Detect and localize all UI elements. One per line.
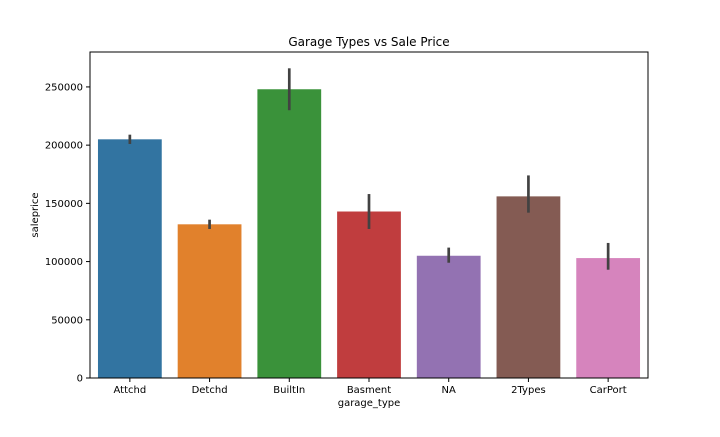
bar-attchd [97, 139, 162, 378]
x-tick-label-2types: 2Types [511, 385, 546, 396]
x-tick-label-basment: Basment [347, 385, 391, 396]
bar-na [416, 255, 481, 378]
y-tick-label: 250000 [45, 82, 83, 93]
x-tick-label-attchd: Attchd [114, 385, 147, 396]
x-axis: Attchd Detchd BuiltIn Basment NA 2Types CarPor… [114, 378, 627, 396]
y-tick-label: 200000 [45, 141, 83, 152]
y-tick-label: 50000 [51, 315, 83, 326]
x-tick-label-builtin: BuiltIn [273, 385, 305, 396]
x-axis-label: garage_type [338, 398, 401, 409]
y-tick-label: 0 [77, 374, 83, 385]
bars-layer [97, 89, 641, 378]
bar-builtin [257, 89, 322, 378]
y-tick-label: 150000 [45, 199, 83, 210]
x-tick-label-na: NA [442, 385, 456, 396]
x-tick-label-carport: CarPort [590, 385, 627, 396]
error-bars-layer [128, 68, 610, 270]
bar-carport [576, 258, 641, 378]
y-axis: 0 50000 100000 150000 200000 250000 [45, 82, 90, 385]
chart-title: Garage Types vs Sale Price [288, 35, 449, 49]
y-tick-label: 100000 [45, 257, 83, 268]
bar-2types [496, 196, 561, 378]
x-tick-label-detchd: Detchd [192, 385, 228, 396]
y-axis-label: saleprice [30, 192, 41, 237]
bar-detchd [177, 224, 242, 378]
bar-basment [337, 211, 401, 378]
